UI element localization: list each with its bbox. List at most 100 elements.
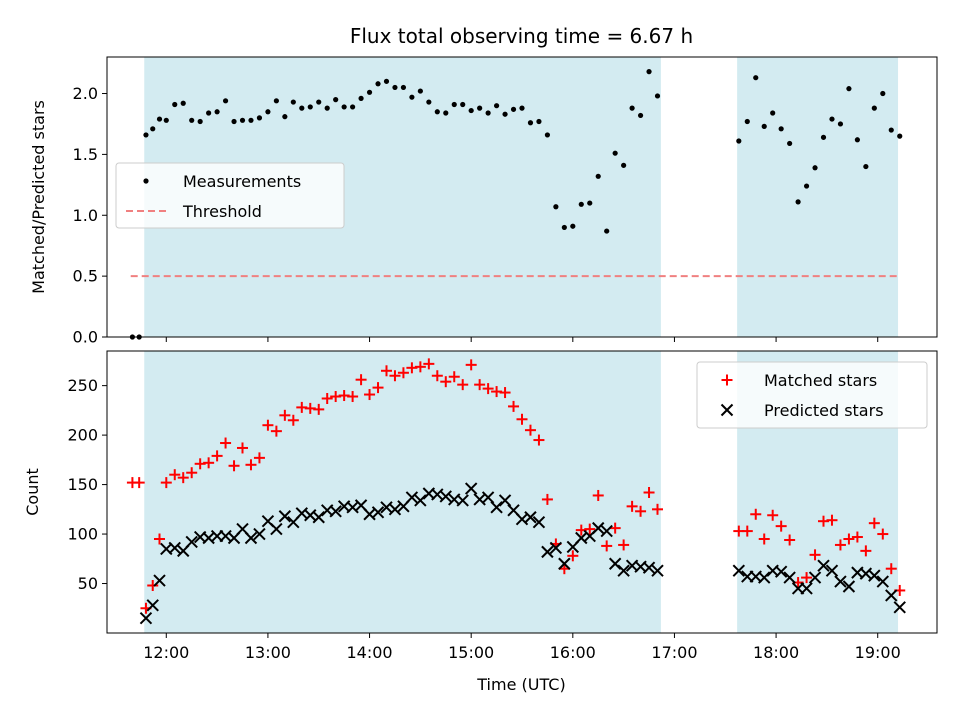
- measurements-point: [477, 105, 483, 111]
- measurements-point: [485, 110, 491, 116]
- measurements-point: [143, 132, 149, 138]
- threshold-legend-label: Threshold: [182, 202, 262, 221]
- measurements-point: [206, 110, 212, 116]
- chart-title: Flux total observing time = 6.67 h: [350, 24, 693, 48]
- predicted-stars-point: [456, 494, 469, 507]
- matched-stars-point: [516, 413, 528, 425]
- measurements-point: [812, 165, 818, 171]
- predicted-stars-point: [642, 561, 656, 574]
- measurements-point: [587, 200, 593, 206]
- x-tick-label: 19:00: [855, 643, 901, 662]
- measurements-point: [172, 101, 178, 108]
- measurements-point: [897, 133, 903, 139]
- measurements-point: [803, 183, 810, 189]
- measurements-point: [654, 93, 661, 99]
- measurements-point: [646, 69, 652, 75]
- matched-stars-point: [626, 500, 638, 512]
- matched-stars-point: [592, 489, 604, 501]
- matched-stars-point: [533, 434, 545, 446]
- measurements-point: [324, 105, 330, 111]
- matched-stars-point: [279, 409, 291, 421]
- matched-stars-legend-swatch: [721, 374, 733, 386]
- predicted-stars-point: [893, 601, 906, 614]
- predicted-stars-point: [498, 494, 512, 507]
- matched-stars-point: [499, 387, 511, 399]
- measurements-point: [383, 78, 390, 84]
- predicted-stars-point: [168, 541, 181, 555]
- ratio-y-tick-label: 1.5: [73, 145, 98, 164]
- measurements-point: [256, 115, 263, 121]
- predicted-stars-point: [885, 589, 898, 602]
- x-tick-label: 18:00: [753, 643, 799, 662]
- matched-stars-point: [541, 493, 553, 505]
- matched-stars-point: [220, 437, 232, 449]
- matched-stars-point: [601, 540, 613, 552]
- matched-stars-point: [508, 400, 520, 412]
- measurements-point: [273, 98, 279, 104]
- matched-stars-point: [635, 505, 647, 517]
- measurements-point: [409, 94, 415, 100]
- measurements-point: [621, 162, 627, 168]
- matched-stars-point: [431, 370, 443, 382]
- predicted-stars-point: [876, 575, 890, 588]
- count-legend: Matched stars Predicted stars: [696, 361, 928, 429]
- predicted-stars-point: [481, 491, 495, 504]
- measurements-point: [307, 104, 313, 110]
- matched-stars-point: [228, 460, 240, 472]
- predicted-stars-point: [270, 522, 283, 536]
- measurements-point: [366, 89, 373, 95]
- measurements-point: [846, 86, 852, 92]
- matched-stars-point: [237, 442, 249, 454]
- matched-stars-point: [652, 503, 664, 515]
- matched-stars-point: [160, 477, 172, 489]
- matched-stars-point: [851, 531, 863, 543]
- ratio-y-tick-label: 0.5: [73, 267, 98, 286]
- measurements-point: [787, 140, 793, 147]
- measurements-point: [544, 132, 551, 138]
- measurements-point: [417, 88, 423, 94]
- matched-stars-point: [750, 508, 762, 520]
- ratio-y-axis-label: Matched/Predicted stars: [29, 100, 48, 294]
- predicted-stars-point: [139, 611, 153, 625]
- count-y-tick-label: 250: [67, 376, 98, 395]
- matched-stars-point: [389, 370, 401, 382]
- matched-stars-point: [313, 403, 325, 415]
- matched-stars-point: [618, 539, 630, 551]
- matched-stars-point: [767, 509, 779, 521]
- predicted-stars-point: [532, 515, 546, 529]
- matched-stars-point: [177, 472, 189, 484]
- measurements-legend-label: Measurements: [183, 172, 301, 191]
- predicted-stars-point: [388, 503, 402, 516]
- matched-stars-point: [380, 365, 392, 377]
- measurements-point: [880, 90, 886, 97]
- measurements-point: [502, 111, 508, 117]
- matched-stars-point: [465, 359, 477, 371]
- matched-stars-point: [843, 533, 855, 545]
- x-tick-label: 13:00: [245, 643, 291, 662]
- measurements-point: [189, 117, 195, 123]
- matched-stars-point: [448, 371, 460, 383]
- ratio-panel-frame: [106, 56, 938, 338]
- count-y-tick-label: 50: [78, 574, 98, 593]
- predicted-stars-point: [800, 582, 813, 595]
- measurements-point: [163, 117, 169, 123]
- measurements-point: [493, 103, 500, 109]
- measurements-point: [451, 101, 457, 108]
- matched-stars-point: [809, 549, 821, 561]
- measurements-point: [888, 127, 894, 133]
- predicted-stars-point: [329, 505, 342, 518]
- matched-stars-point: [154, 533, 166, 545]
- matched-stars-point: [147, 580, 159, 592]
- predicted-stars-point: [758, 571, 771, 584]
- measurements-point: [570, 223, 576, 229]
- matched-stars-legend-label: Matched stars: [764, 371, 877, 390]
- measurements-point: [156, 116, 163, 122]
- predicted-stars-point: [868, 569, 881, 582]
- x-tick-label: 14:00: [346, 643, 392, 662]
- matched-stars-point: [364, 389, 376, 401]
- matched-stars-point: [609, 522, 621, 534]
- matched-stars-point: [482, 383, 494, 395]
- predicted-stars-point: [244, 531, 258, 545]
- measurements-point: [837, 121, 844, 127]
- predicted-stars-legend-swatch: [720, 403, 734, 417]
